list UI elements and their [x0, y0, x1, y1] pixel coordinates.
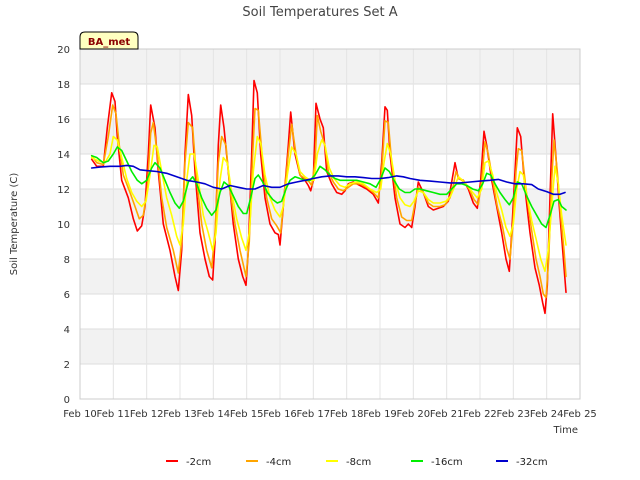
x-tick-label: Feb 24	[530, 409, 564, 420]
y-tick-label: 20	[57, 45, 70, 56]
x-tick-label: Feb 25	[563, 409, 597, 420]
grid-band	[80, 294, 580, 329]
grid-band	[80, 84, 580, 119]
station-badge-label: BA_met	[88, 37, 131, 48]
y-tick-label: 12	[57, 185, 70, 196]
y-tick-label: 18	[57, 80, 70, 91]
y-tick-label: 2	[64, 360, 70, 371]
grid-band	[80, 119, 580, 154]
x-tick-label: Feb 19	[363, 409, 397, 420]
x-tick-label: Feb 21	[430, 409, 464, 420]
plot-frame	[79, 48, 581, 400]
x-tick-label: Feb 17	[297, 409, 331, 420]
legend-label: -4cm	[266, 457, 291, 468]
x-tick-label: Feb 14	[197, 409, 231, 420]
series-line-16cm	[90, 146, 567, 229]
legend-label: -32cm	[516, 457, 548, 468]
y-tick-label: 6	[64, 290, 70, 301]
legend-label: -16cm	[431, 457, 463, 468]
y-tick-label: 14	[57, 150, 70, 161]
x-axis-title: Time	[553, 425, 578, 436]
x-tick-label: Feb 15	[230, 409, 264, 420]
grid-band	[80, 49, 580, 84]
legend-item: -16cm	[411, 457, 463, 468]
legend-item: -4cm	[246, 457, 291, 468]
x-tick-label: Feb 16	[263, 409, 297, 420]
x-tick-label: Feb 11	[97, 409, 131, 420]
grid-band	[80, 364, 580, 399]
grid-band	[80, 189, 580, 224]
y-axis-title: Soil Temperature (C)	[9, 173, 20, 276]
x-tick-label: Feb 18	[330, 409, 364, 420]
y-tick-label: 8	[64, 255, 70, 266]
y-axis-tick-labels: 0 2 4 6 8 10 12 14 16 18 20	[57, 45, 70, 406]
x-tick-label: Feb 20	[397, 409, 431, 420]
legend-item: -8cm	[326, 457, 371, 468]
series-line-4cm	[90, 104, 567, 299]
grid-band	[80, 259, 580, 294]
legend-item: -2cm	[166, 457, 211, 468]
y-tick-label: 16	[57, 115, 70, 126]
x-tick-label: Feb 23	[497, 409, 531, 420]
legend-item: -32cm	[496, 457, 548, 468]
legend: -2cm -4cm -8cm -16cm -32cm	[166, 457, 548, 468]
x-tick-label: Feb 22	[463, 409, 497, 420]
y-tick-label: 4	[64, 325, 70, 336]
grid-band	[80, 329, 580, 364]
x-axis-tick-labels: Feb 10 Feb 11 Feb 12 Feb 13 Feb 14 Feb 15 Feb …	[63, 409, 597, 420]
y-tick-label: 0	[64, 395, 70, 406]
station-badge: BA_met	[79, 31, 139, 50]
series-line-32cm	[90, 164, 566, 196]
y-tick-label: 10	[57, 220, 70, 231]
x-tick-label: Feb 12	[130, 409, 164, 420]
grid-band	[80, 224, 580, 259]
series-line-8cm	[90, 135, 567, 273]
chart-title: Soil Temperatures Set A	[242, 5, 397, 20]
x-tick-label: Feb 13	[163, 409, 197, 420]
series-lines	[90, 79, 567, 315]
legend-label: -8cm	[346, 457, 371, 468]
x-tick-label: Feb 10	[63, 409, 97, 420]
legend-label: -2cm	[186, 457, 211, 468]
